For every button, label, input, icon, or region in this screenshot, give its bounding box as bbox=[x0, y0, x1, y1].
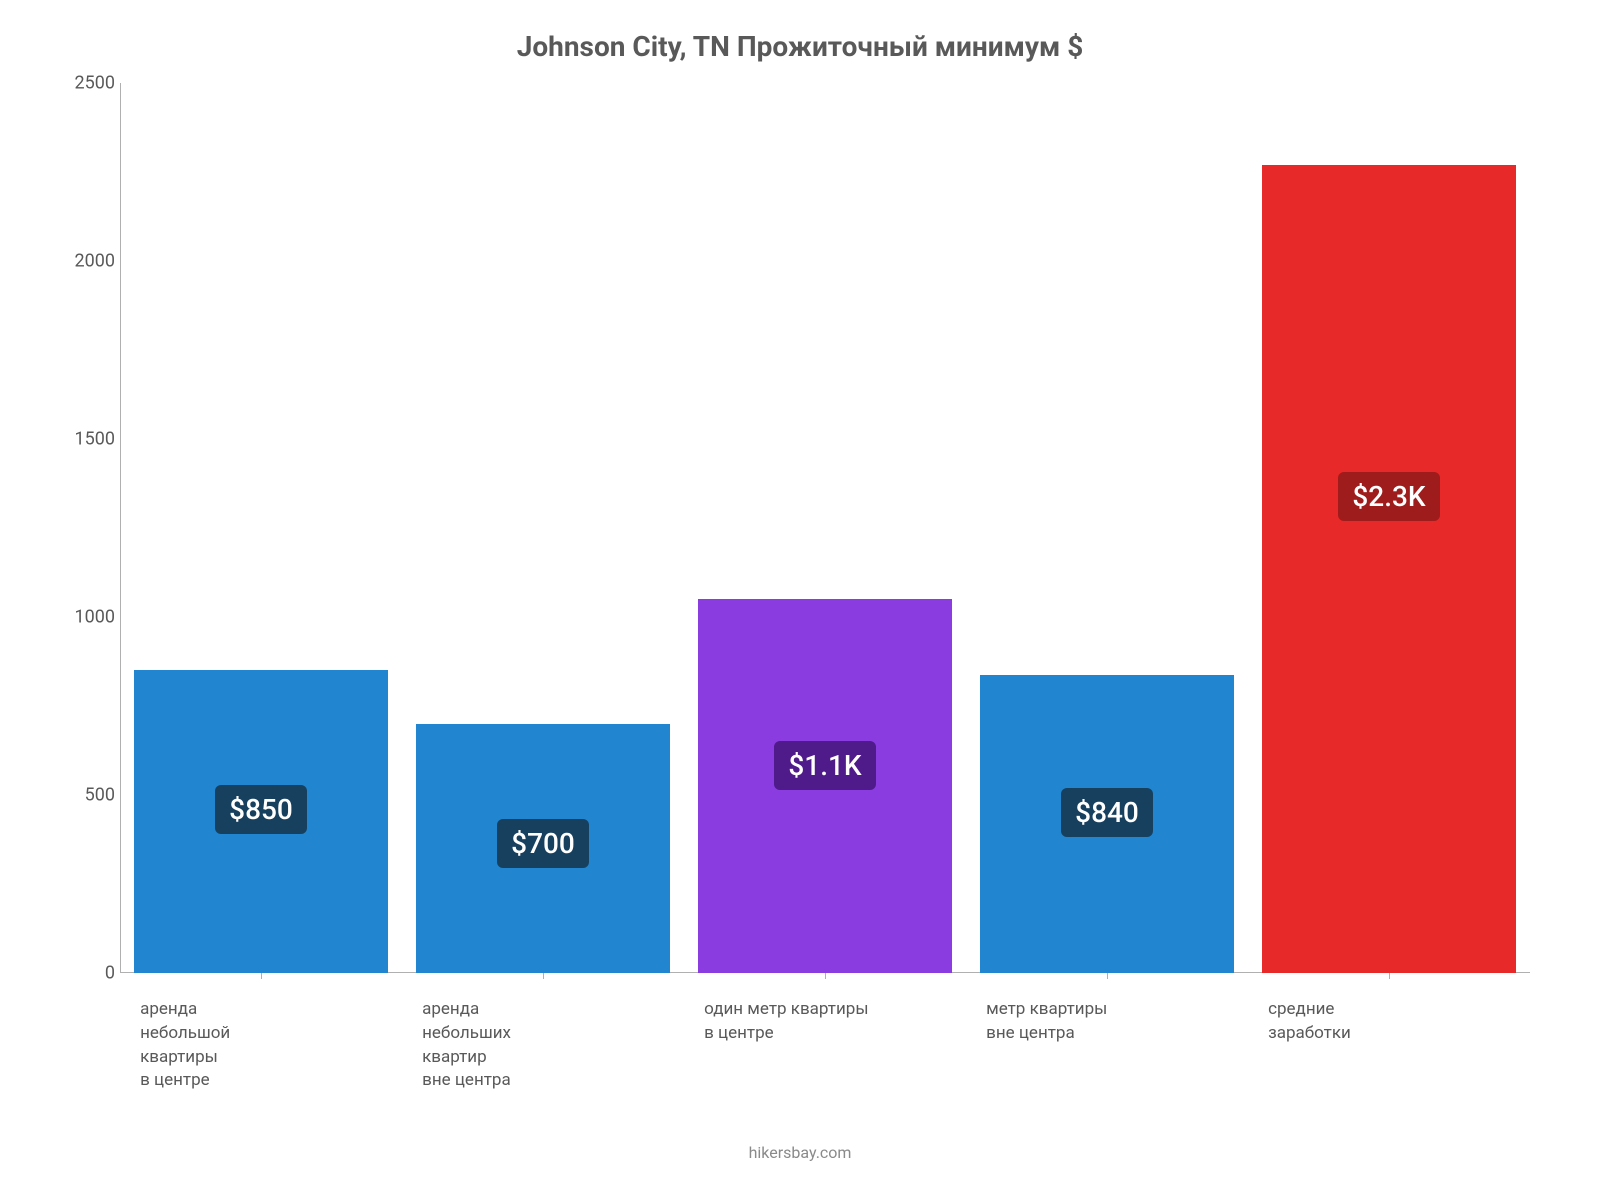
y-tick: 2500 bbox=[60, 73, 115, 94]
chart-footer: hikersbay.com bbox=[50, 1143, 1550, 1162]
chart-container: Johnson City, TN Прожиточный минимум $ 0… bbox=[50, 30, 1550, 1150]
bar: $2.3K bbox=[1262, 165, 1516, 973]
bar-value-label: $700 bbox=[497, 819, 589, 868]
x-label: средниезаработки bbox=[1262, 998, 1516, 1093]
bar-group: $850 bbox=[134, 83, 388, 973]
y-axis: 05001000150020002500 bbox=[60, 83, 115, 973]
bar-value-label: $840 bbox=[1061, 788, 1153, 837]
x-labels: аренданебольшойквартирыв центре аренданеб… bbox=[120, 973, 1530, 1093]
x-label: аренданебольшихквартирвне центра bbox=[416, 998, 670, 1093]
bar-value-label: $2.3K bbox=[1338, 472, 1439, 521]
y-tick: 0 bbox=[60, 963, 115, 984]
y-tick: 2000 bbox=[60, 251, 115, 272]
bar: $1.1K bbox=[698, 599, 952, 973]
x-label: один метр квартирыв центре bbox=[698, 998, 952, 1093]
y-tick: 1000 bbox=[60, 607, 115, 628]
bar-value-label: $850 bbox=[215, 785, 307, 834]
x-label: аренданебольшойквартирыв центре bbox=[134, 998, 388, 1093]
bars-area: $850 $700 $1.1K $840 $2.3K bbox=[120, 83, 1530, 973]
bar-group: $840 bbox=[980, 83, 1234, 973]
bar: $840 bbox=[980, 675, 1234, 973]
y-tick: 500 bbox=[60, 785, 115, 806]
bar: $850 bbox=[134, 670, 388, 973]
chart-title: Johnson City, TN Прожиточный минимум $ bbox=[50, 30, 1550, 63]
bar-group: $2.3K bbox=[1262, 83, 1516, 973]
plot-area: 05001000150020002500 $850$700$1.1K$840$2… bbox=[120, 83, 1530, 973]
x-label: метр квартирывне центра bbox=[980, 998, 1234, 1093]
bar-group: $700 bbox=[416, 83, 670, 973]
bar: $700 bbox=[416, 724, 670, 973]
bar-value-label: $1.1K bbox=[774, 741, 875, 790]
bar-group: $1.1K bbox=[698, 83, 952, 973]
y-tick: 1500 bbox=[60, 429, 115, 450]
